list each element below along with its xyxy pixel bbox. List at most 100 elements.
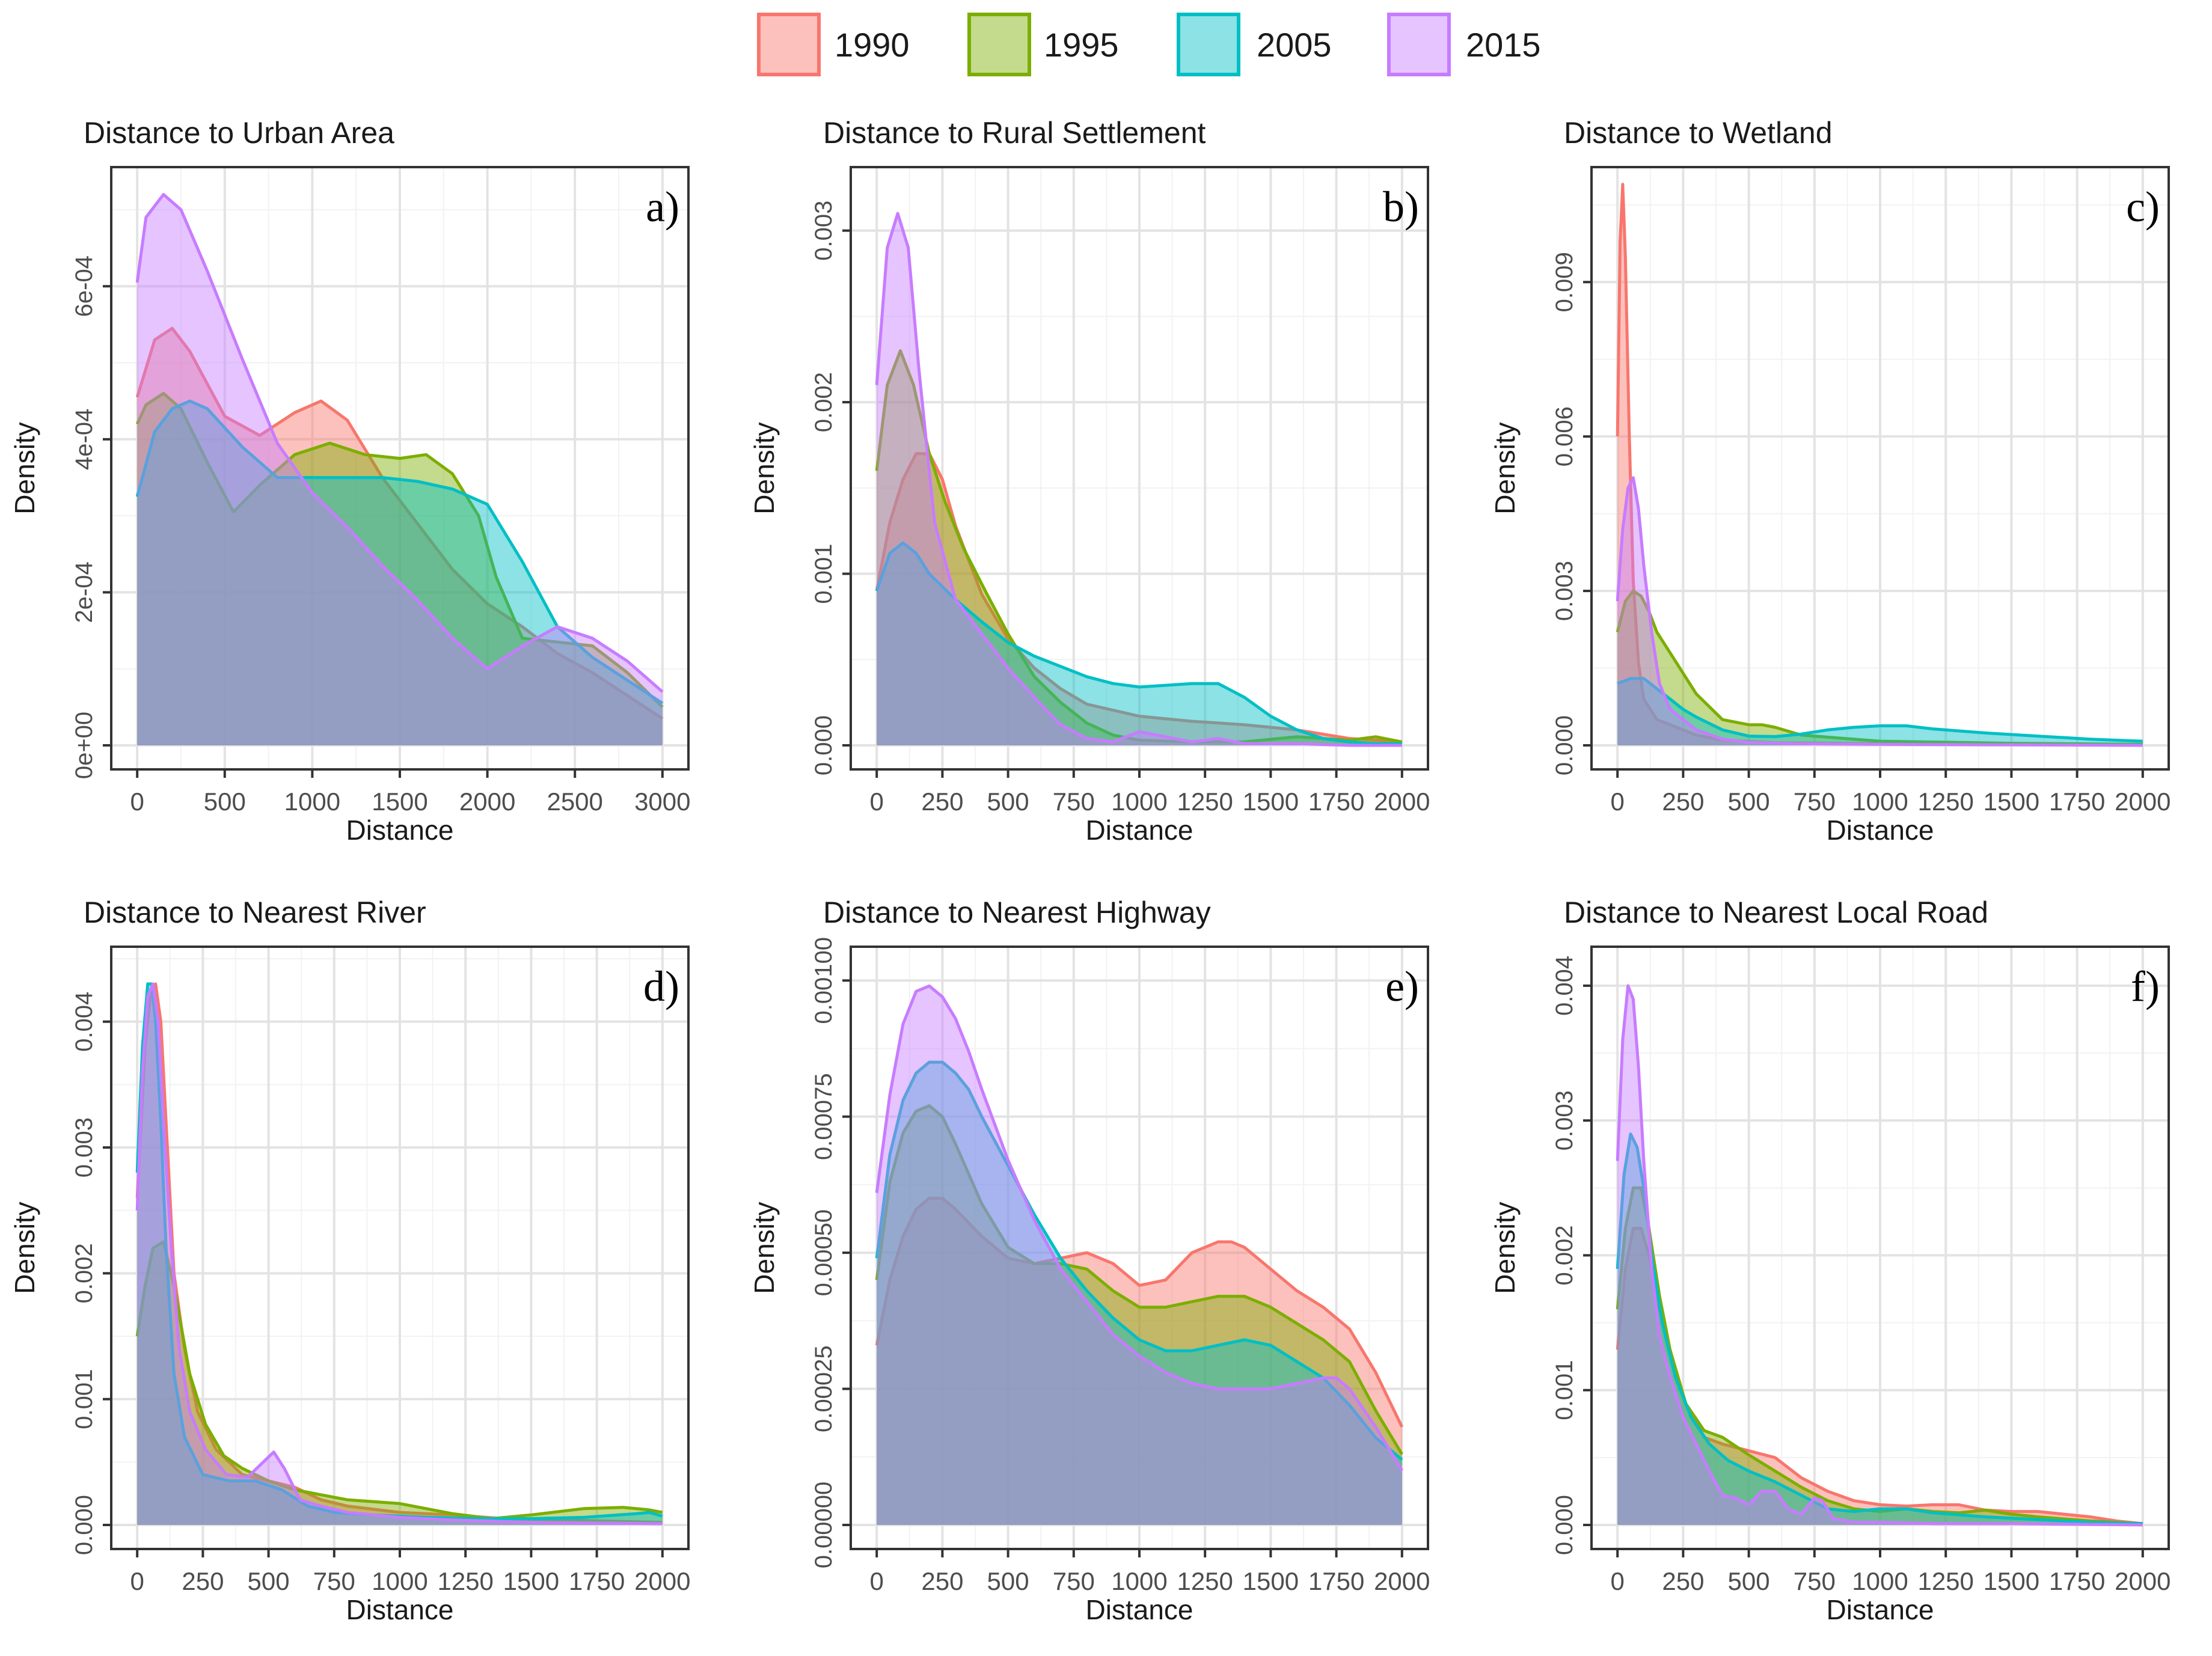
x-tick-label: 1000: [1852, 787, 1908, 816]
legend-label-1995: 1995: [1044, 26, 1119, 64]
density-area-2015: [1617, 477, 2143, 745]
density-line-2015: [1616, 476, 2143, 747]
y-axis-label: Density: [1489, 1202, 1521, 1294]
series-group: [875, 984, 1404, 1525]
panel-a: Distance to Urban Area a) 0 500 1000 1500 2000…: [9, 116, 691, 846]
y-tick-label: 4e-04: [71, 409, 97, 470]
panels: Distance to Urban Area a) 0 500 1000 1500 2000…: [9, 116, 2171, 1625]
x-axis: 0 250 500 750 1000 1250 1500 1750 2000: [1611, 769, 2171, 816]
x-tick-label: 250: [1662, 787, 1704, 816]
y-tick-label: 0.001: [1551, 1360, 1578, 1420]
y-tick-label: 0.00000: [810, 1482, 837, 1569]
y-axis: 0.000 0.001 0.002 0.003: [810, 201, 851, 775]
density-line-1990: [135, 326, 664, 720]
x-tick-label: 750: [1794, 1567, 1836, 1595]
x-tick-label: 0: [1611, 1567, 1625, 1595]
x-tick-label: 2000: [1374, 1567, 1430, 1595]
panel-title: Distance to Nearest River: [84, 896, 426, 929]
density-area-2015: [137, 194, 663, 745]
legend-item-1995: 1995: [967, 13, 1119, 76]
legend-label-2005: 2005: [1257, 26, 1332, 64]
panel-label: d): [643, 962, 679, 1010]
x-axis: 0 250 500 750 1000 1250 1500 1750 2000: [870, 769, 1430, 816]
density-area-1995: [877, 350, 1402, 745]
y-tick-label: 0.003: [810, 201, 837, 261]
x-tick-label: 2000: [1374, 787, 1430, 816]
x-tick-label: 1000: [1111, 787, 1167, 816]
density-line-2005: [1617, 677, 2143, 743]
density-line-2015: [1616, 984, 2143, 1527]
density-line-2015: [135, 982, 663, 1526]
x-tick-label: 1000: [1111, 1567, 1167, 1595]
panel-e: Distance to Nearest Highway e) 0 250 500 750 1…: [749, 896, 1430, 1625]
panel-label: a): [646, 183, 679, 231]
density-area-2015: [1617, 985, 2143, 1525]
x-axis-label: Distance: [346, 814, 454, 846]
x-tick-label: 500: [204, 787, 246, 816]
density-line-2015: [875, 984, 1403, 1471]
y-axis: 0.000 0.001 0.002 0.003 0.004: [1551, 956, 1592, 1555]
density-area-2015: [137, 983, 663, 1525]
x-tick-label: 1500: [1243, 787, 1299, 816]
legend-label-1990: 1990: [835, 26, 910, 64]
y-tick-label: 0.003: [1551, 1090, 1578, 1150]
legend-swatch-2015: [1387, 13, 1451, 76]
x-tick-label: 500: [1728, 787, 1770, 816]
density-area-1995: [1617, 591, 2143, 745]
x-axis: 0 250 500 750 1000 1250 1500 1750 2000: [130, 1549, 691, 1595]
panel-c: Distance to Wetland c) 0 250 500 750 1000 1250 1…: [1489, 116, 2171, 846]
x-tick-label: 1250: [437, 1567, 493, 1595]
grid: [851, 167, 1428, 769]
density-line-2005: [135, 399, 664, 705]
x-tick-label: 2500: [547, 787, 602, 816]
density-line-2005: [875, 541, 1402, 745]
panel-label: f): [2131, 962, 2160, 1010]
x-tick-label: 0: [1611, 787, 1625, 816]
y-axis-label: Density: [749, 422, 780, 514]
x-tick-label: 1500: [1243, 1567, 1299, 1595]
x-axis: 0 250 500 750 1000 1250 1500 1750 2000: [1611, 1549, 2171, 1595]
series-group: [1616, 984, 2143, 1527]
legend-item-2005: 2005: [1177, 13, 1332, 76]
x-tick-label: 1750: [2049, 1567, 2105, 1595]
y-tick-label: 0.009: [1551, 252, 1578, 312]
x-tick-label: 1500: [1984, 1567, 2039, 1595]
y-tick-label: 0.00050: [810, 1209, 837, 1297]
panel-title: Distance to Nearest Local Road: [1564, 896, 1988, 929]
legend-item-2015: 2015: [1387, 13, 1541, 76]
y-tick-label: 0.006: [1551, 406, 1578, 466]
y-tick-label: 0.000: [810, 715, 837, 775]
y-axis: 0.000 0.001 0.002 0.003 0.004: [71, 992, 111, 1555]
density-area-2015: [877, 213, 1402, 746]
x-tick-label: 1750: [1308, 1567, 1364, 1595]
y-tick-label: 0.00100: [810, 937, 837, 1024]
y-tick-label: 2e-04: [71, 561, 97, 623]
series-group: [875, 212, 1403, 747]
x-axis-label: Distance: [1827, 814, 1934, 846]
density-line-2015: [135, 193, 664, 693]
legend-swatch-1990: [757, 13, 821, 76]
x-tick-label: 1500: [1984, 787, 2039, 816]
density-line-2005: [875, 1060, 1403, 1461]
x-tick-label: 2000: [2115, 1567, 2171, 1595]
grid: [1592, 167, 2169, 769]
y-tick-label: 0.002: [1551, 1225, 1578, 1285]
x-tick-label: 250: [182, 1567, 224, 1595]
x-tick-label: 250: [921, 787, 963, 816]
x-axis: 0 500 1000 1500 2000 2500 3000: [130, 769, 691, 816]
x-tick-label: 0: [130, 787, 144, 816]
x-tick-label: 0: [870, 1567, 884, 1595]
y-tick-label: 0.001: [71, 1369, 97, 1429]
x-tick-label: 500: [987, 1567, 1029, 1595]
x-tick-label: 500: [248, 1567, 290, 1595]
y-axis-label: Density: [1489, 422, 1521, 514]
density-area-1995: [137, 1242, 663, 1525]
x-tick-label: 250: [921, 1567, 963, 1595]
x-axis-label: Distance: [1827, 1594, 1934, 1625]
panel-label: e): [1385, 962, 1419, 1010]
density-line-2005: [1616, 1132, 2143, 1526]
legend-item-1990: 1990: [757, 13, 910, 76]
series-group: [1616, 183, 2143, 747]
x-tick-label: 2000: [2115, 787, 2171, 816]
